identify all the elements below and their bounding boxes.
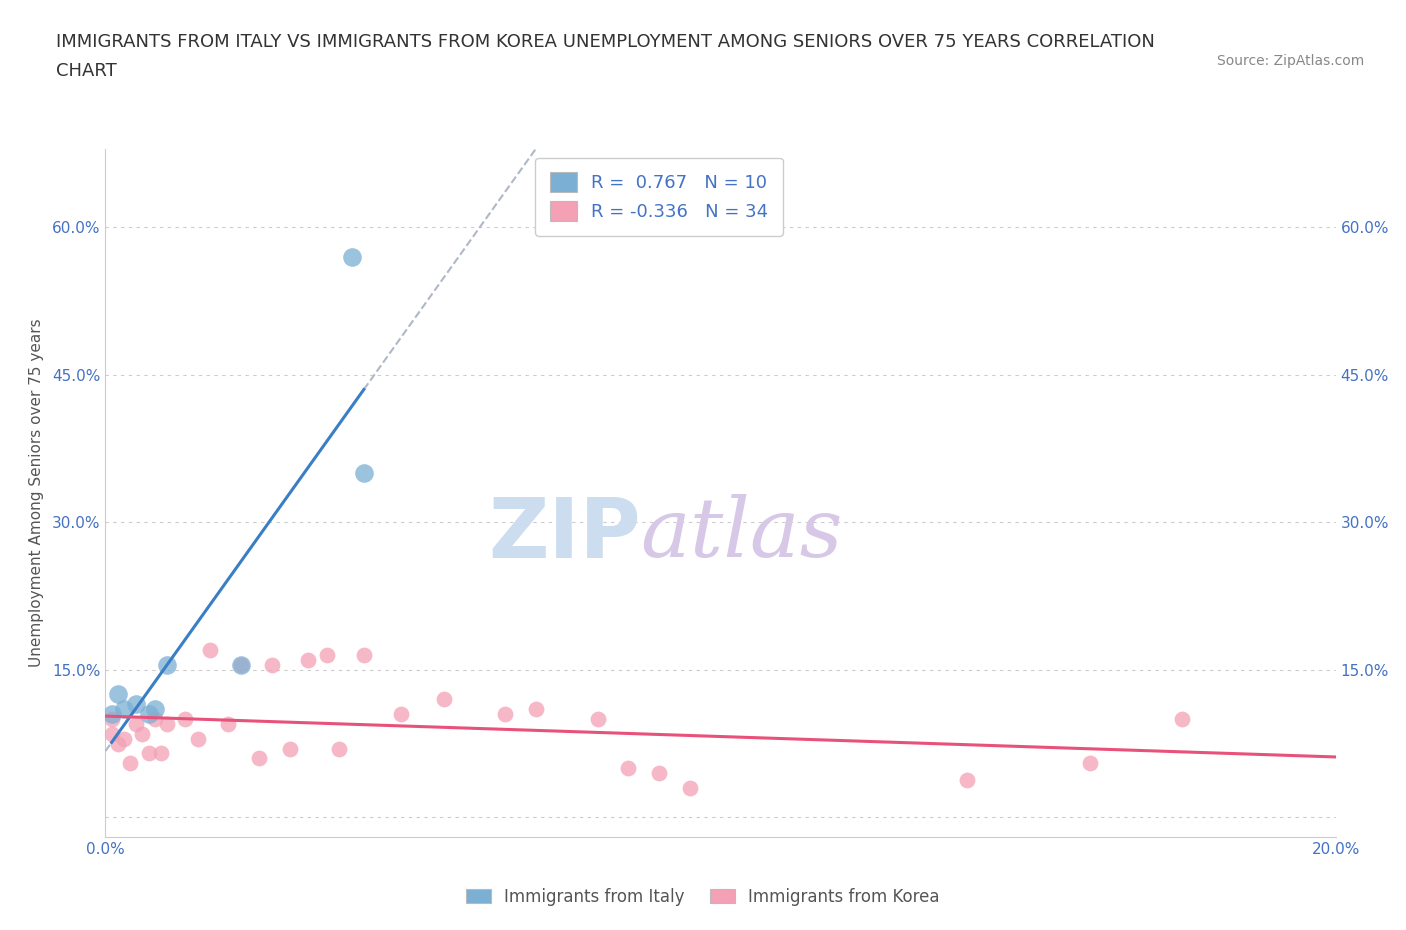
Point [112, 702, 135, 717]
Point [229, 658, 252, 672]
Legend: R =  0.767   N = 10, R = -0.336   N = 34: R = 0.767 N = 10, R = -0.336 N = 34 [536, 158, 783, 235]
Point [112, 731, 135, 746]
Point [138, 707, 160, 722]
Point [494, 707, 516, 722]
Point [143, 702, 166, 717]
Text: Source: ZipAtlas.com: Source: ZipAtlas.com [1216, 54, 1364, 68]
Point [149, 746, 172, 761]
Point [353, 466, 375, 481]
Point [278, 741, 301, 756]
Text: ZIP: ZIP [488, 494, 641, 575]
Point [648, 765, 671, 780]
Point [198, 643, 221, 658]
Point [247, 751, 270, 765]
Point [617, 761, 640, 776]
Point [353, 647, 375, 662]
Point [433, 692, 456, 707]
Point [174, 711, 197, 726]
Point [315, 647, 337, 662]
Text: IMMIGRANTS FROM ITALY VS IMMIGRANTS FROM KOREA UNEMPLOYMENT AMONG SENIORS OVER 7: IMMIGRANTS FROM ITALY VS IMMIGRANTS FROM… [56, 33, 1156, 50]
Text: atlas: atlas [641, 494, 844, 574]
Point [107, 737, 129, 751]
Point [131, 726, 153, 741]
Point [1078, 756, 1101, 771]
Point [229, 658, 252, 672]
Y-axis label: Unemployment Among Seniors over 75 years: Unemployment Among Seniors over 75 years [28, 319, 44, 667]
Point [389, 707, 412, 722]
Point [125, 697, 148, 711]
Point [138, 746, 160, 761]
Point [297, 653, 319, 668]
Text: CHART: CHART [56, 62, 117, 80]
Point [107, 687, 129, 702]
Point [218, 716, 240, 731]
Point [120, 756, 141, 771]
Point [100, 711, 122, 726]
Point [1171, 711, 1194, 726]
Point [340, 249, 363, 264]
Point [125, 716, 148, 731]
Point [187, 731, 209, 746]
Point [100, 707, 122, 722]
Point [956, 773, 979, 788]
Point [156, 716, 179, 731]
Point [586, 711, 609, 726]
Point [156, 658, 179, 672]
Point [524, 702, 547, 717]
Legend: Immigrants from Italy, Immigrants from Korea: Immigrants from Italy, Immigrants from K… [460, 881, 946, 912]
Point [260, 658, 283, 672]
Point [679, 780, 702, 795]
Point [143, 711, 166, 726]
Point [100, 726, 122, 741]
Point [328, 741, 350, 756]
